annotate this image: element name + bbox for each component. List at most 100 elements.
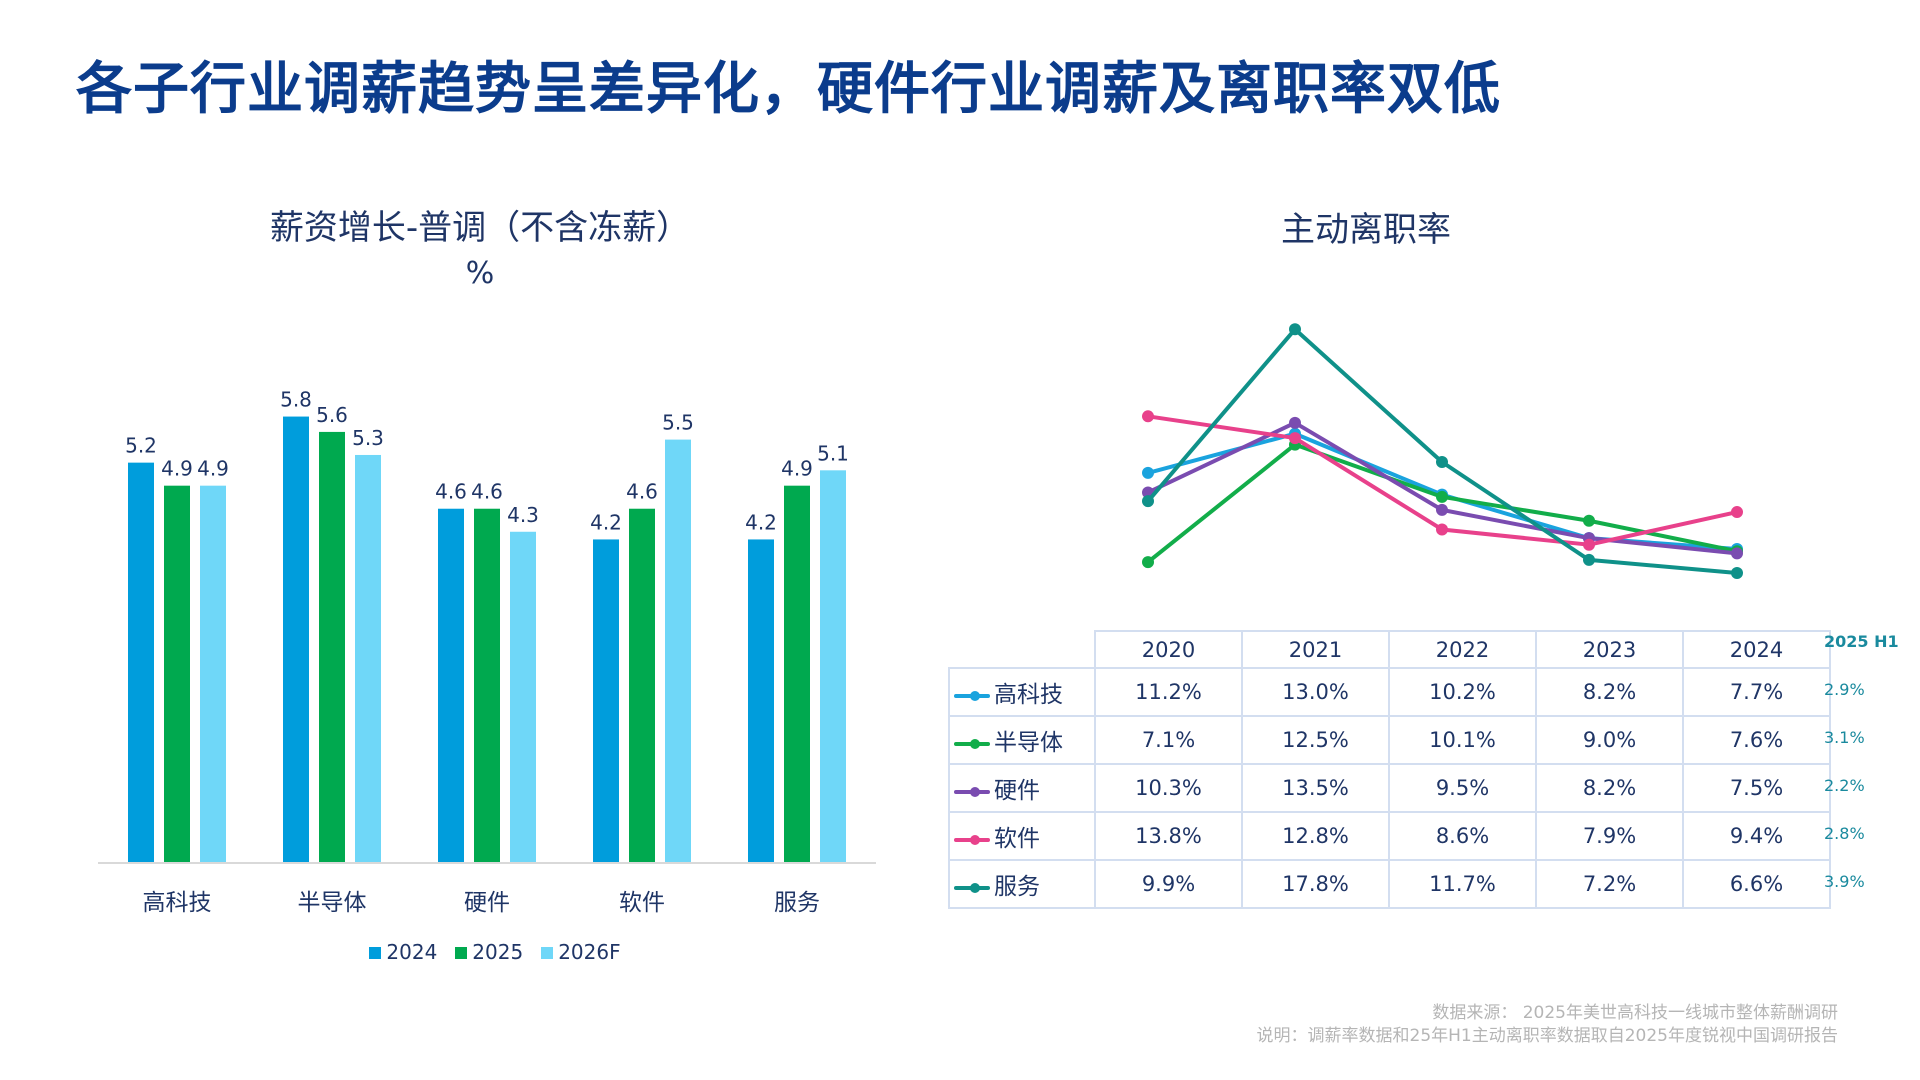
point-软件-2021 [1289,432,1301,445]
legend-label: 2025 [472,940,524,964]
h1-rate: 2.8% [1824,824,1865,843]
point-半导体-2023 [1583,514,1595,527]
rate-cell: 9.4% [1682,811,1831,861]
legend-label: 2026F [558,940,621,964]
explanation-note: 说明：调薪率数据和25年H1主动离职率数据取自2025年度锐视中国调研报告 [1256,1026,1839,1046]
h1-rate: 2.2% [1824,776,1865,795]
bar-value-label: 5.5 [662,411,694,435]
rate-cell: 10.3% [1094,763,1243,813]
bar-value-label: 4.6 [435,480,467,504]
rate-cell: 12.5% [1241,715,1390,765]
legend-label: 2024 [386,940,438,964]
legend-swatch [455,947,468,959]
bar-value-label: 4.2 [590,510,622,534]
bar-value-label: 4.2 [745,510,777,534]
bar-chart-title: 薪资增长-普调（不含冻薪） [269,208,691,248]
point-软件-2024 [1731,506,1743,519]
rate-cell: 7.5% [1682,763,1831,813]
category-label: 软件 [619,890,665,916]
blank-cell [949,631,1095,668]
bar-2024-高科技 [128,462,154,862]
series-name: 半导体 [994,730,1063,756]
rate-cell: 7.9% [1535,811,1684,861]
category-label: 硬件 [464,890,510,916]
h1-column-header: 2025 H1 [1824,632,1899,651]
bar-value-label: 4.3 [507,503,539,527]
bar-2024-软件 [593,539,619,862]
bar-legend: 2024 2025 2026F [360,940,630,964]
table-row: 服务 9.9% 17.8% 11.7% 7.2% 6.6% [948,859,1831,909]
bar-2026F-高科技 [200,485,226,862]
bar-value-label: 5.6 [316,403,348,427]
bar-2025-服务 [784,485,810,862]
line-marker-icon [954,738,994,749]
table-row: 软件 13.8% 12.8% 8.6% 7.9% 9.4% [948,811,1831,861]
point-服务-2024 [1731,566,1743,579]
bar-value-label: 4.9 [161,457,193,481]
series-label-cell: 高科技 [948,667,1096,717]
series-label-cell: 软件 [948,811,1096,861]
h1-rate: 2.9% [1824,680,1865,699]
year-header: 2023 [1535,630,1684,669]
series-name: 高科技 [994,682,1063,708]
series-label-cell: 半导体 [948,715,1096,765]
rate-cell: 9.9% [1094,859,1243,909]
rate-cell: 10.1% [1388,715,1537,765]
rate-cell: 7.6% [1682,715,1831,765]
category-label: 服务 [774,890,820,916]
bar-chart-unit: % [465,256,495,291]
rate-cell: 12.8% [1241,811,1390,861]
legend-swatch [541,947,554,959]
source-note: 数据来源： 2025年美世高科技一线城市整体薪酬调研 [1432,1003,1838,1023]
point-服务-2022 [1436,456,1448,469]
legend-item: 2024 [369,940,437,964]
bar-value-label: 4.9 [197,457,229,481]
bar-2024-硬件 [438,508,464,862]
rate-cell: 13.0% [1241,667,1390,717]
bar-2026F-服务 [820,470,846,862]
page-title: 各子行业调薪趋势呈差异化，硬件行业调薪及离职率双低 [76,57,1501,122]
bar-2026F-半导体 [355,454,381,862]
bar-2025-高科技 [164,485,190,862]
line-marker-icon [954,786,994,797]
rate-cell: 7.1% [1094,715,1243,765]
bar-value-label: 5.3 [352,426,384,450]
point-半导体-2022 [1436,490,1448,503]
line-chart-title: 主动离职率 [1281,210,1451,250]
rate-cell: 8.2% [1535,667,1684,717]
rate-cell: 7.2% [1535,859,1684,909]
point-硬件-2021 [1289,416,1301,429]
bar-2026F-软件 [665,439,691,862]
table-row: 半导体 7.1% 12.5% 10.1% 9.0% 7.6% [948,715,1831,765]
series-label-cell: 硬件 [948,763,1096,813]
bar-value-label: 4.6 [626,480,658,504]
point-软件-2020 [1142,410,1154,423]
bar-2026F-硬件 [510,531,536,862]
bar-value-label: 4.6 [471,480,503,504]
point-高科技-2020 [1142,466,1154,479]
rate-cell: 9.0% [1535,715,1684,765]
bar-2025-半导体 [319,431,345,862]
bar-2025-软件 [629,508,655,862]
rate-cell: 9.5% [1388,763,1537,813]
rate-cell: 11.7% [1388,859,1537,909]
bar-value-label: 4.9 [781,457,813,481]
year-header: 2022 [1388,630,1537,669]
rate-cell: 10.2% [1388,667,1537,717]
rate-cell: 7.7% [1682,667,1831,717]
point-服务-2023 [1583,553,1595,566]
h1-rate: 3.9% [1824,872,1865,891]
series-name: 软件 [994,826,1040,852]
line-marker-icon [954,834,994,845]
rate-cell: 8.2% [1535,763,1684,813]
h1-rate: 3.1% [1824,728,1865,747]
turnover-table: 2020 2021 2022 2023 2024 高科技 11.2% 13.0% 10.2% 8.… [948,630,1831,909]
year-header: 2020 [1094,630,1243,669]
legend-swatch [369,947,382,959]
bar-value-label: 5.2 [125,434,157,458]
point-软件-2023 [1583,538,1595,551]
rate-cell: 11.2% [1094,667,1243,717]
rate-cell: 13.5% [1241,763,1390,813]
bar-value-label: 5.1 [817,441,849,465]
category-label: 高科技 [143,890,212,916]
